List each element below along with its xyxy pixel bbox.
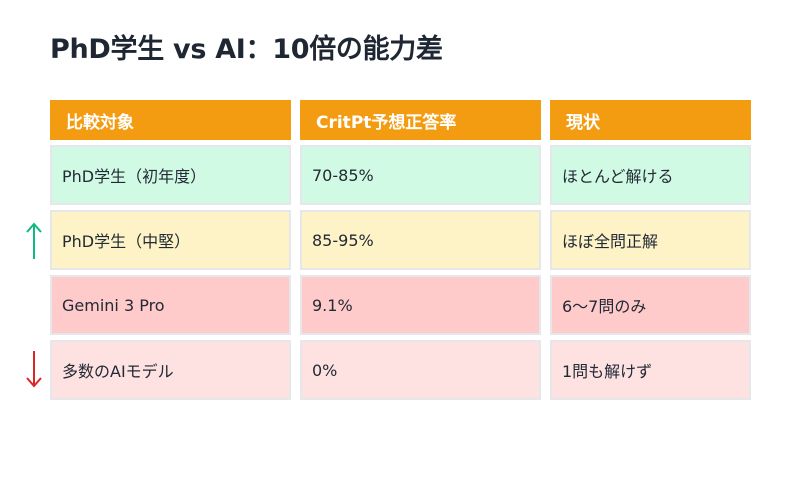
header-status: 現状 — [550, 100, 751, 140]
arrow-down-icon — [26, 351, 42, 388]
header-rate: CritPt予想正答率 — [300, 100, 541, 140]
table-row: 多数のAIモデル 0% 1問も解けず — [50, 340, 751, 400]
table-row: PhD学生（中堅） 85-95% ほぼ全問正解 — [50, 210, 751, 270]
cell-status: 1問も解けず — [550, 340, 751, 400]
cell-subject: PhD学生（初年度） — [50, 145, 291, 205]
table-header: 比較対象 CritPt予想正答率 現状 — [50, 100, 751, 140]
cell-subject: PhD学生（中堅） — [50, 210, 291, 270]
cell-rate: 9.1% — [300, 275, 541, 335]
arrow-up-icon — [26, 222, 42, 259]
cell-rate: 0% — [300, 340, 541, 400]
cell-rate: 85-95% — [300, 210, 541, 270]
page-title: PhD学生 vs AI：10倍の能力差 — [50, 34, 443, 65]
table-row: PhD学生（初年度） 70-85% ほとんど解ける — [50, 145, 751, 205]
cell-subject: 多数のAIモデル — [50, 340, 291, 400]
cell-subject: Gemini 3 Pro — [50, 275, 291, 335]
cell-status: ほぼ全問正解 — [550, 210, 751, 270]
table-row: Gemini 3 Pro 9.1% 6〜7問のみ — [50, 275, 751, 335]
cell-status: 6〜7問のみ — [550, 275, 751, 335]
cell-status: ほとんど解ける — [550, 145, 751, 205]
comparison-table: 比較対象 CritPt予想正答率 現状 PhD学生（初年度） 70-85% ほと… — [50, 100, 751, 405]
cell-rate: 70-85% — [300, 145, 541, 205]
header-subject: 比較対象 — [50, 100, 291, 140]
